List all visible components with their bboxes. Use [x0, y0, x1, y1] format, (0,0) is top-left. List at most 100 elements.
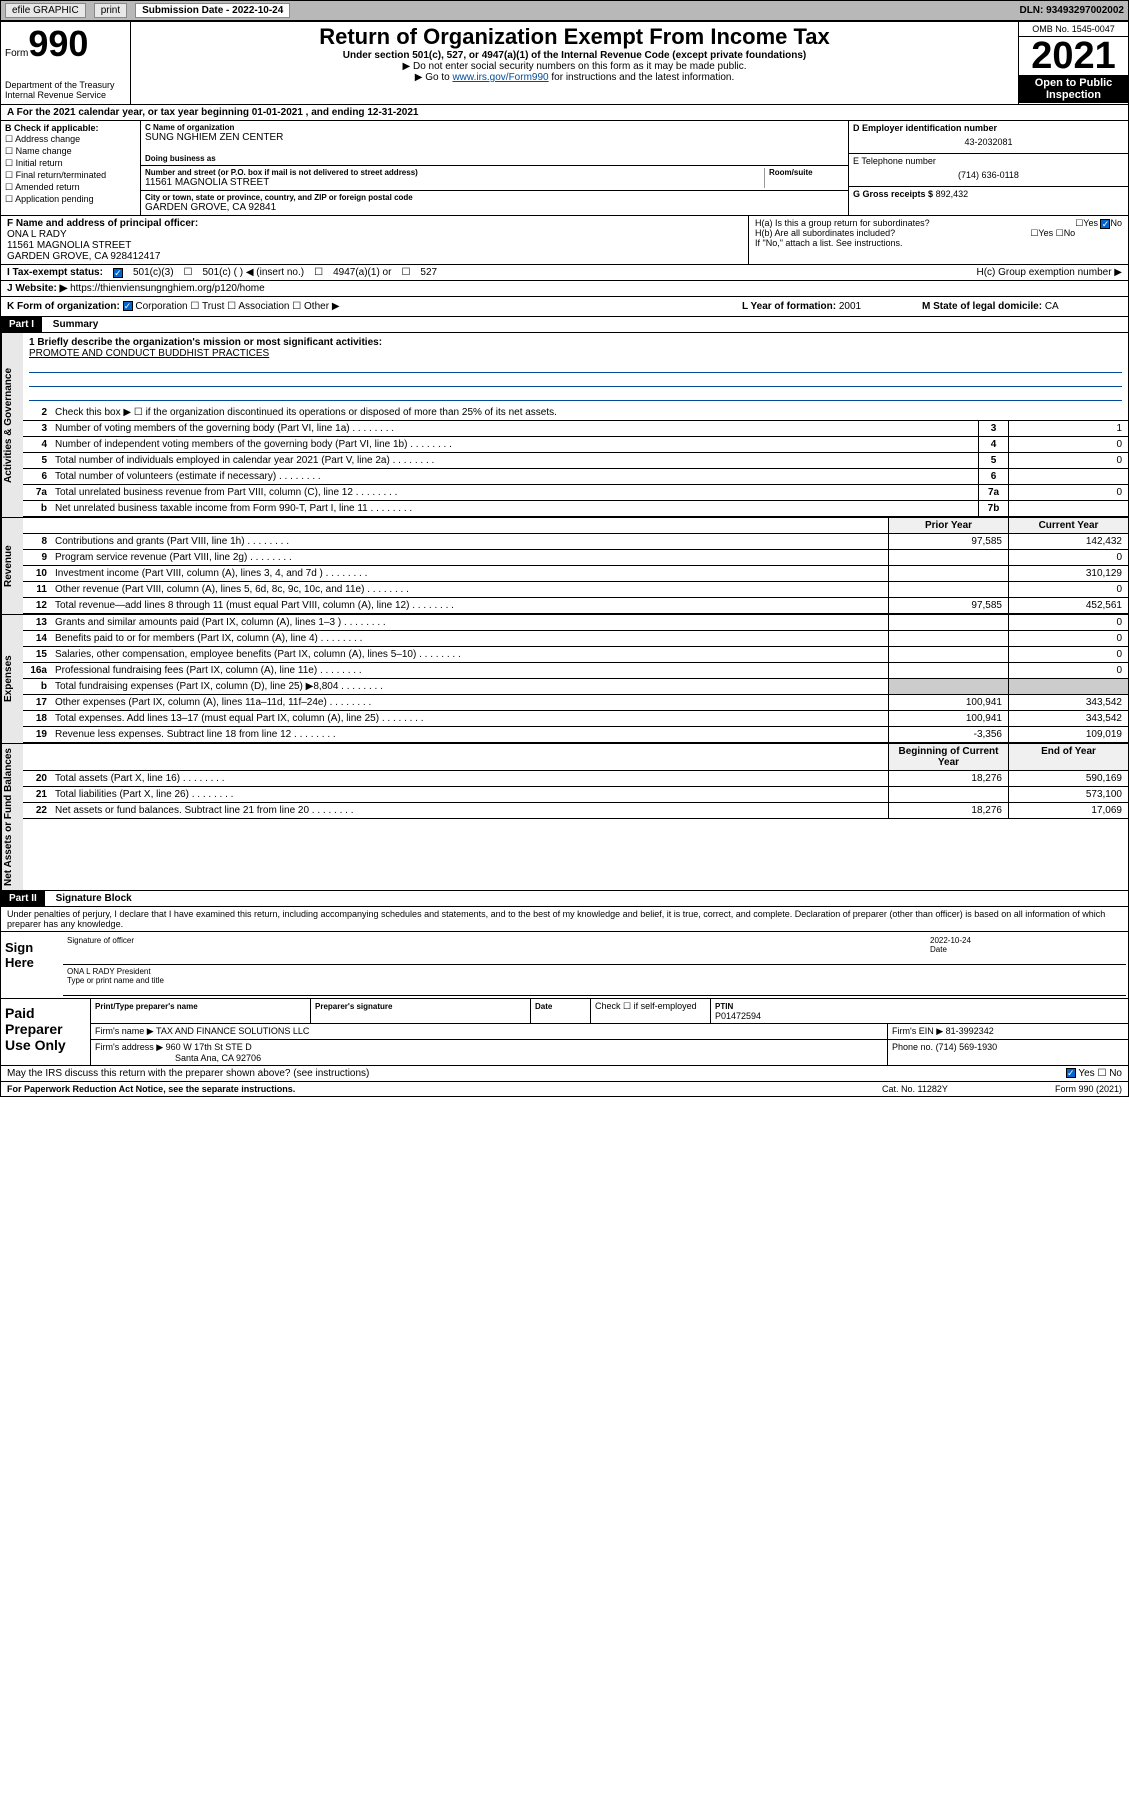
department-label: Department of the Treasury Internal Reve…: [5, 80, 126, 100]
vert-revenue: Revenue: [1, 518, 23, 614]
firm-name-label: Firm's name ▶: [95, 1026, 154, 1036]
tax-year: 2021: [1019, 37, 1128, 75]
ein-label: D Employer identification number: [853, 123, 1124, 133]
mission-label: 1 Briefly describe the organization's mi…: [29, 337, 1122, 348]
table-row: 4Number of independent voting members of…: [23, 437, 1128, 453]
phone-value: (714) 636-0118: [853, 166, 1124, 184]
sig-date-val: 2022-10-24: [930, 936, 971, 945]
ck-amended[interactable]: ☐ Amended return: [5, 182, 136, 193]
website-url: https://thienviensungnghiem.org/p120/hom…: [70, 283, 265, 294]
form-number: 990: [28, 23, 88, 64]
room-label: Room/suite: [769, 168, 844, 177]
prep-name-label: Print/Type preparer's name: [95, 1002, 198, 1011]
sig-date-label: Date: [930, 945, 947, 954]
table-row: 13Grants and similar amounts paid (Part …: [23, 615, 1128, 631]
l-value: 2001: [839, 301, 861, 312]
submission-date: Submission Date - 2022-10-24: [135, 3, 290, 18]
k-label: K Form of organization:: [7, 301, 120, 312]
table-row: 6Total number of volunteers (estimate if…: [23, 469, 1128, 485]
governance-section: Activities & Governance 1 Briefly descri…: [0, 333, 1129, 518]
table-row: 22Net assets or fund balances. Subtract …: [23, 803, 1128, 819]
table-row: 7aTotal unrelated business revenue from …: [23, 485, 1128, 501]
signature-block: Under penalties of perjury, I declare th…: [0, 907, 1129, 1082]
sign-here-label: Sign Here: [1, 932, 61, 998]
firm-ein-label: Firm's EIN ▶: [892, 1026, 943, 1036]
check-self[interactable]: Check ☐ if self-employed: [595, 1001, 697, 1011]
discuss-yes[interactable]: [1066, 1068, 1076, 1078]
firm-ein: 81-3992342: [946, 1026, 994, 1036]
ck-501c3[interactable]: [113, 268, 123, 278]
kform-row: K Form of organization: Corporation ☐ Tr…: [0, 297, 1129, 317]
paperwork-notice: For Paperwork Reduction Act Notice, see …: [7, 1084, 882, 1094]
ck-address[interactable]: ☐ Address change: [5, 134, 136, 145]
ein-value: 43-2032081: [853, 133, 1124, 151]
part1-title: Summary: [45, 317, 107, 332]
ck-corp[interactable]: [123, 301, 133, 311]
firm-name: TAX AND FINANCE SOLUTIONS LLC: [156, 1026, 309, 1036]
table-row: 20Total assets (Part X, line 16)18,27659…: [23, 771, 1128, 787]
efile-button[interactable]: efile GRAPHIC: [5, 3, 86, 18]
officer-name: ONA L RADY: [7, 229, 742, 240]
mission-text: PROMOTE AND CONDUCT BUDDHIST PRACTICES: [29, 348, 1122, 359]
officer-addr1: 11561 MAGNOLIA STREET: [7, 240, 742, 251]
tax-status-row: I Tax-exempt status: 501(c)(3) ☐ 501(c) …: [0, 265, 1129, 281]
city-state-zip: GARDEN GROVE, CA 92841: [145, 202, 844, 213]
table-row: 11Other revenue (Part VIII, column (A), …: [23, 582, 1128, 598]
table-row: bNet unrelated business taxable income f…: [23, 501, 1128, 517]
addr-label: Number and street (or P.O. box if mail i…: [145, 168, 764, 177]
ck-initial[interactable]: ☐ Initial return: [5, 158, 136, 169]
ck-pending[interactable]: ☐ Application pending: [5, 194, 136, 205]
table-row: 21Total liabilities (Part X, line 26)573…: [23, 787, 1128, 803]
dln-label: DLN: 93493297002002: [1019, 5, 1124, 16]
dba-label: Doing business as: [145, 154, 844, 163]
begin-header: Beginning of Current Year: [888, 744, 1008, 770]
vert-netassets: Net Assets or Fund Balances: [1, 744, 23, 890]
netassets-section: Net Assets or Fund Balances Beginning of…: [0, 744, 1129, 891]
table-row: 5Total number of individuals employed in…: [23, 453, 1128, 469]
firm-phone: (714) 569-1930: [936, 1042, 998, 1052]
firm-addr-label: Firm's address ▶: [95, 1042, 163, 1052]
cat-number: Cat. No. 11282Y: [882, 1084, 1002, 1094]
period-row: A For the 2021 calendar year, or tax yea…: [0, 105, 1129, 121]
hb-note: If "No," attach a list. See instructions…: [755, 238, 1122, 248]
vert-governance: Activities & Governance: [1, 333, 23, 517]
instruction-1: ▶ Do not enter social security numbers o…: [139, 61, 1010, 72]
table-row: bTotal fundraising expenses (Part IX, co…: [23, 679, 1128, 695]
phone-label: E Telephone number: [853, 156, 1124, 166]
ck-name[interactable]: ☐ Name change: [5, 146, 136, 157]
expenses-section: Expenses 13Grants and similar amounts pa…: [0, 615, 1129, 744]
ptin-label: PTIN: [715, 1002, 733, 1011]
top-toolbar: efile GRAPHIC print Submission Date - 20…: [0, 0, 1129, 21]
website-label: J Website: ▶: [7, 283, 67, 294]
subtitle: Under section 501(c), 527, or 4947(a)(1)…: [139, 50, 1010, 61]
firm-addr1: 960 W 17th St STE D: [166, 1042, 252, 1052]
part1-header: Part I: [1, 317, 42, 332]
table-row: 10Investment income (Part VIII, column (…: [23, 566, 1128, 582]
print-button[interactable]: print: [94, 3, 127, 18]
l-label: L Year of formation:: [742, 301, 836, 312]
current-header: Current Year: [1008, 518, 1128, 533]
page-footer: For Paperwork Reduction Act Notice, see …: [0, 1082, 1129, 1097]
officer-addr2: GARDEN GROVE, CA 928412417: [7, 251, 742, 262]
irs-link[interactable]: www.irs.gov/Form990: [452, 72, 548, 83]
hc-label: H(c) Group exemption number ▶: [976, 267, 1122, 278]
line2-text: Check this box ▶ ☐ if the organization d…: [51, 405, 1128, 420]
table-row: 17Other expenses (Part IX, column (A), l…: [23, 695, 1128, 711]
ck-final[interactable]: ☐ Final return/terminated: [5, 170, 136, 181]
org-name: SUNG NGHIEM ZEN CENTER: [145, 132, 844, 143]
table-row: 16aProfessional fundraising fees (Part I…: [23, 663, 1128, 679]
declaration-text: Under penalties of perjury, I declare th…: [1, 907, 1128, 931]
officer-type-name: ONA L RADY President: [67, 967, 151, 976]
firm-addr2: Santa Ana, CA 92706: [175, 1053, 261, 1063]
gross-label: G Gross receipts $: [853, 189, 933, 199]
info-grid: B Check if applicable: ☐ Address change …: [0, 121, 1129, 216]
revenue-section: Revenue Prior YearCurrent Year 8Contribu…: [0, 518, 1129, 615]
ha-no-check[interactable]: [1100, 219, 1110, 229]
table-row: 18Total expenses. Add lines 13–17 (must …: [23, 711, 1128, 727]
table-row: 9Program service revenue (Part VIII, lin…: [23, 550, 1128, 566]
paid-preparer-label: Paid Preparer Use Only: [1, 999, 91, 1065]
officer-section: F Name and address of principal officer:…: [0, 216, 1129, 265]
table-row: 15Salaries, other compensation, employee…: [23, 647, 1128, 663]
form-ref: Form 990 (2021): [1002, 1084, 1122, 1094]
vert-expenses: Expenses: [1, 615, 23, 743]
